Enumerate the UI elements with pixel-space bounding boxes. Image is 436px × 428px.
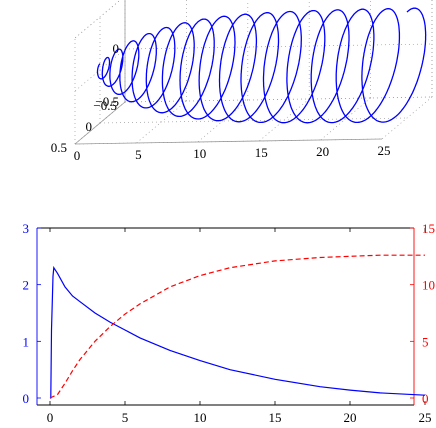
- helix-series-line: [96, 7, 427, 124]
- y-tick-label: 0: [86, 119, 93, 134]
- left-y-tick-label: 3: [23, 221, 30, 236]
- z-tick-label: 0.5: [103, 0, 119, 3]
- x-tick-label: 10: [193, 146, 206, 161]
- box-edge: [74, 0, 121, 39]
- grid-line: [124, 96, 433, 103]
- right-y-tick-label: 15: [422, 221, 435, 236]
- dual-axis-line-plot: 0 5 10 15 20 25 0 1 2 3 0 5 10 15: [23, 221, 436, 425]
- grid-line: [197, 99, 249, 143]
- x-tick-label: 0: [74, 148, 81, 163]
- left-axis-series-line: [50, 265, 426, 399]
- grid-line: [320, 97, 371, 141]
- y-tick-label: −0.5: [93, 98, 117, 113]
- right-y-tick-label: 10: [422, 278, 435, 293]
- right-y-tick-label: 5: [422, 334, 429, 349]
- x-tick-label: 5: [135, 147, 142, 162]
- grid-line: [136, 100, 187, 144]
- left-y-tick-label: 1: [23, 334, 30, 349]
- x-tick-label: 0: [47, 410, 54, 425]
- x-tick-label: 25: [419, 410, 432, 425]
- z-tick-label: −0.5: [95, 94, 119, 109]
- right-y-tick-label: 0: [422, 391, 429, 406]
- right-axis-series-line: [49, 254, 425, 399]
- x-axis-line: [74, 138, 383, 145]
- grid-line: [74, 48, 126, 92]
- left-y-tick-label: 2: [23, 278, 30, 293]
- x-tick-label: 5: [122, 410, 129, 425]
- left-y-tick-label: 0: [23, 391, 30, 406]
- y-tick-label: 0.5: [51, 140, 67, 155]
- x-tick-label: 20: [344, 410, 357, 425]
- x-tick-label: 15: [269, 410, 282, 425]
- grid-line: [381, 96, 433, 140]
- x-tick-label: 20: [316, 144, 329, 159]
- x-tick-label: 10: [194, 410, 207, 425]
- z-tick-label: 0: [113, 41, 120, 56]
- x-tick-label: 15: [255, 145, 268, 160]
- y-axis-line: [74, 101, 126, 145]
- x-tick-label: 25: [378, 143, 391, 158]
